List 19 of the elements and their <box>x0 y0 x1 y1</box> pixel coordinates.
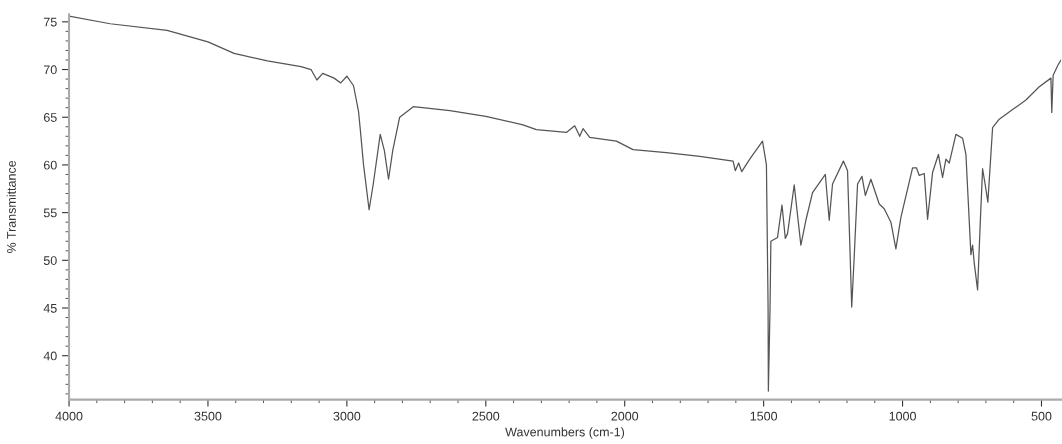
y-tick-label: 75 <box>43 17 57 27</box>
y-tick-label: 55 <box>43 208 57 218</box>
y-tick-label: 65 <box>43 113 57 122</box>
y-tick-label: 50 <box>43 256 57 265</box>
y-axis-title: % Transmittance <box>6 160 16 253</box>
y-tick-label: 45 <box>43 303 57 313</box>
x-tick-label: 2000 <box>611 411 639 421</box>
x-tick-label: 3000 <box>333 411 361 421</box>
y-tick-label: 70 <box>43 65 57 75</box>
x-axis-title: Wavenumbers (cm-1) <box>505 427 625 439</box>
line-series <box>69 15 1061 392</box>
x-tick-label: 3500 <box>194 411 222 421</box>
x-tick-label: 1500 <box>750 411 778 421</box>
x-tick-label: 4000 <box>55 411 83 421</box>
x-tick-label: 2500 <box>472 411 500 421</box>
y-tick-label: 60 <box>43 160 57 170</box>
y-tick-label: 40 <box>43 351 57 361</box>
x-tick-label: 500 <box>1031 411 1052 421</box>
x-tick-label: 1000 <box>889 411 916 421</box>
